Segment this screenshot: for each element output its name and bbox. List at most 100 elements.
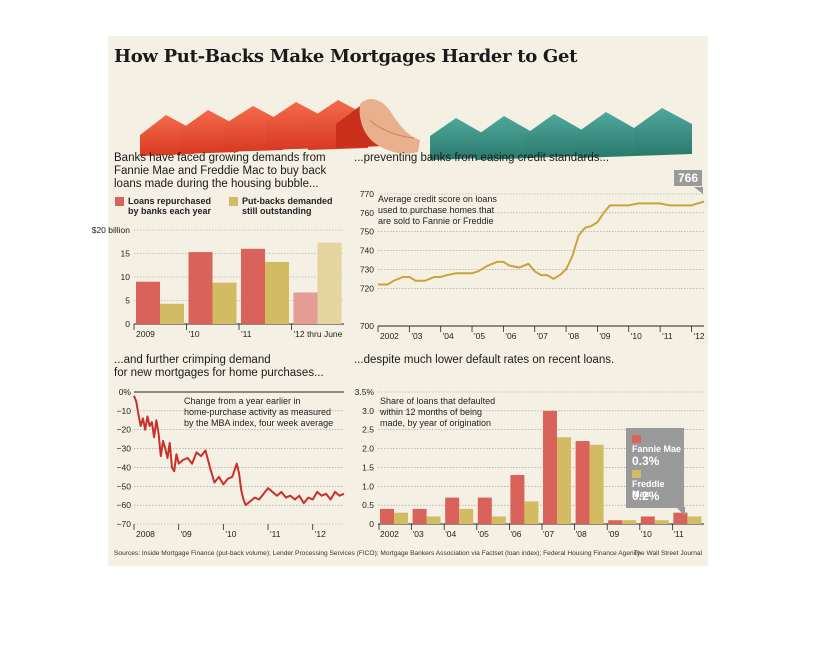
bar xyxy=(491,516,506,524)
callout-swatch-fannie xyxy=(632,435,641,443)
bar xyxy=(394,512,408,524)
putbacks-heading-line: Banks have faced growing demands from xyxy=(114,152,326,164)
callout-label-freddie: Freddie Mac xyxy=(632,479,665,499)
mba-heading: ...and further crimping demand for new m… xyxy=(114,354,324,380)
defaults-annotation: Share of loans that defaulted within 12 … xyxy=(380,396,495,429)
red-houses xyxy=(140,100,384,156)
y-tick-label: 730 xyxy=(360,264,374,274)
defaults-annotation-line: Share of loans that defaulted xyxy=(380,396,496,406)
y-tick-label: 1.5 xyxy=(362,462,374,472)
fico-line-chart: 770 760 750 740 730 720 700 2002 '03 '04 '05 '06 '07… xyxy=(360,189,705,341)
bar xyxy=(136,281,160,324)
bar xyxy=(445,497,460,524)
mba-heading-line: for new mortgages for home purchases... xyxy=(114,367,324,379)
putbacks-bar-chart: $20 billion 15 10 5 0 2009 '10 '11 '12 thru June xyxy=(92,225,344,339)
y-tick-label: −50 xyxy=(117,481,132,491)
houses-illustration xyxy=(140,99,692,160)
x-tick-label: '04 xyxy=(445,529,456,539)
y-tick-label: $20 billion xyxy=(92,225,131,235)
publisher-credit: The Wall Street Journal xyxy=(633,550,702,557)
y-tick-label: −70 xyxy=(117,519,132,529)
y-tick-label: 0 xyxy=(369,519,374,529)
y-tick-label: 760 xyxy=(360,208,374,218)
y-tick-label: 740 xyxy=(360,246,374,256)
x-tick-label: '12 thru June xyxy=(294,329,343,339)
x-tick-label: '07 xyxy=(543,529,554,539)
legend-label: Loans repurchased xyxy=(128,196,212,206)
bar xyxy=(589,444,604,524)
x-tick-label: '09 xyxy=(599,331,610,341)
fico-callout: 766 xyxy=(674,170,703,186)
x-tick-label: '12 xyxy=(315,529,326,539)
x-tick-label: '11 xyxy=(662,331,673,341)
y-tick-label: 3.5% xyxy=(355,387,375,397)
fico-series-line xyxy=(378,200,705,286)
x-tick-label: '10 xyxy=(631,331,642,341)
green-houses xyxy=(430,108,692,160)
legend-repurchased: Loans repurchased by banks each year xyxy=(128,196,211,216)
x-tick-label: '03 xyxy=(411,331,422,341)
bar xyxy=(426,516,441,524)
bar xyxy=(188,252,213,324)
x-tick-label: '08 xyxy=(568,331,579,341)
defaults-annotation-line: within 12 months of being xyxy=(380,407,483,417)
legend-label: Put-backs demanded xyxy=(242,196,333,206)
bar xyxy=(510,474,525,524)
bar xyxy=(241,248,265,324)
y-tick-label: 5 xyxy=(125,296,130,306)
mba-annotation-line: by the MBA index, four week average xyxy=(184,418,334,428)
y-tick-label: 770 xyxy=(360,189,374,199)
callout-value-freddie: 0.2% xyxy=(632,489,660,503)
fico-annotation-line: Average credit score on loans xyxy=(378,194,497,204)
y-tick-label: 1.0 xyxy=(362,481,374,491)
defaults-bar-chart: 3.5% 3.0 2.5 2.0 1.5 1.0 0.5 0 2002 '03 '04 '05 '06 '… xyxy=(355,387,704,539)
mba-annotation-line: home-purchase activity as measured xyxy=(184,407,332,417)
bar xyxy=(622,520,637,524)
y-tick-label: −40 xyxy=(117,462,132,472)
putbacks-heading: Banks have faced growing demands from Fa… xyxy=(114,152,326,191)
fico-annotation-line: used to purchase homes that xyxy=(378,205,495,215)
y-tick-label: 0.5 xyxy=(362,500,374,510)
y-tick-label: −60 xyxy=(117,500,132,510)
callout-swatch-freddie xyxy=(632,470,641,478)
defaults-callout-pointer xyxy=(676,507,685,516)
y-tick-label: −10 xyxy=(117,406,132,416)
x-tick-label: '12 xyxy=(693,331,704,341)
bar xyxy=(575,441,590,524)
y-tick-label: 2.5 xyxy=(362,425,374,435)
sources-note: Sources: Inside Mortgage Finance (put-ba… xyxy=(114,550,641,557)
x-tick-label: 2008 xyxy=(136,529,155,539)
x-tick-label: '08 xyxy=(576,529,587,539)
bar xyxy=(608,520,623,524)
x-tick-label: '10 xyxy=(641,529,652,539)
x-tick-label: '07 xyxy=(537,331,548,341)
legend-swatch-repurchased xyxy=(115,197,124,206)
putbacks-heading-line: loans made during the housing bubble... xyxy=(114,178,319,190)
legend-label: still outstanding xyxy=(242,206,312,216)
page-title: How Put-Backs Make Mortgages Harder to G… xyxy=(114,46,578,67)
x-tick-label: '05 xyxy=(478,529,489,539)
y-tick-label: 0% xyxy=(119,387,132,397)
bar xyxy=(212,282,237,324)
x-tick-label: '05 xyxy=(474,331,485,341)
y-tick-label: 700 xyxy=(360,321,374,331)
defaults-annotation-line: made, by year of origination xyxy=(380,418,492,428)
y-tick-label: 3.0 xyxy=(362,406,374,416)
x-tick-label: '03 xyxy=(413,529,424,539)
bar xyxy=(557,437,571,524)
y-tick-label: 15 xyxy=(121,249,131,259)
bar xyxy=(477,497,492,524)
fico-heading: ...preventing banks from easing credit s… xyxy=(354,152,610,164)
x-tick-label: '10 xyxy=(189,329,200,339)
x-tick-label: '11 xyxy=(673,529,684,539)
x-tick-label: '09 xyxy=(608,529,619,539)
x-tick-label: '11 xyxy=(241,329,252,339)
y-tick-label: −20 xyxy=(117,425,132,435)
x-tick-label: '10 xyxy=(225,529,236,539)
infographic-panel: How Put-Backs Make Mortgages Harder to G… xyxy=(92,36,708,566)
y-tick-label: −30 xyxy=(117,444,132,454)
x-tick-label: 2002 xyxy=(380,529,399,539)
fico-annotation-line: are sold to Fannie or Freddie xyxy=(378,216,494,226)
bar xyxy=(160,303,184,324)
callout-label-fannie: Fannie Mae xyxy=(632,444,682,454)
